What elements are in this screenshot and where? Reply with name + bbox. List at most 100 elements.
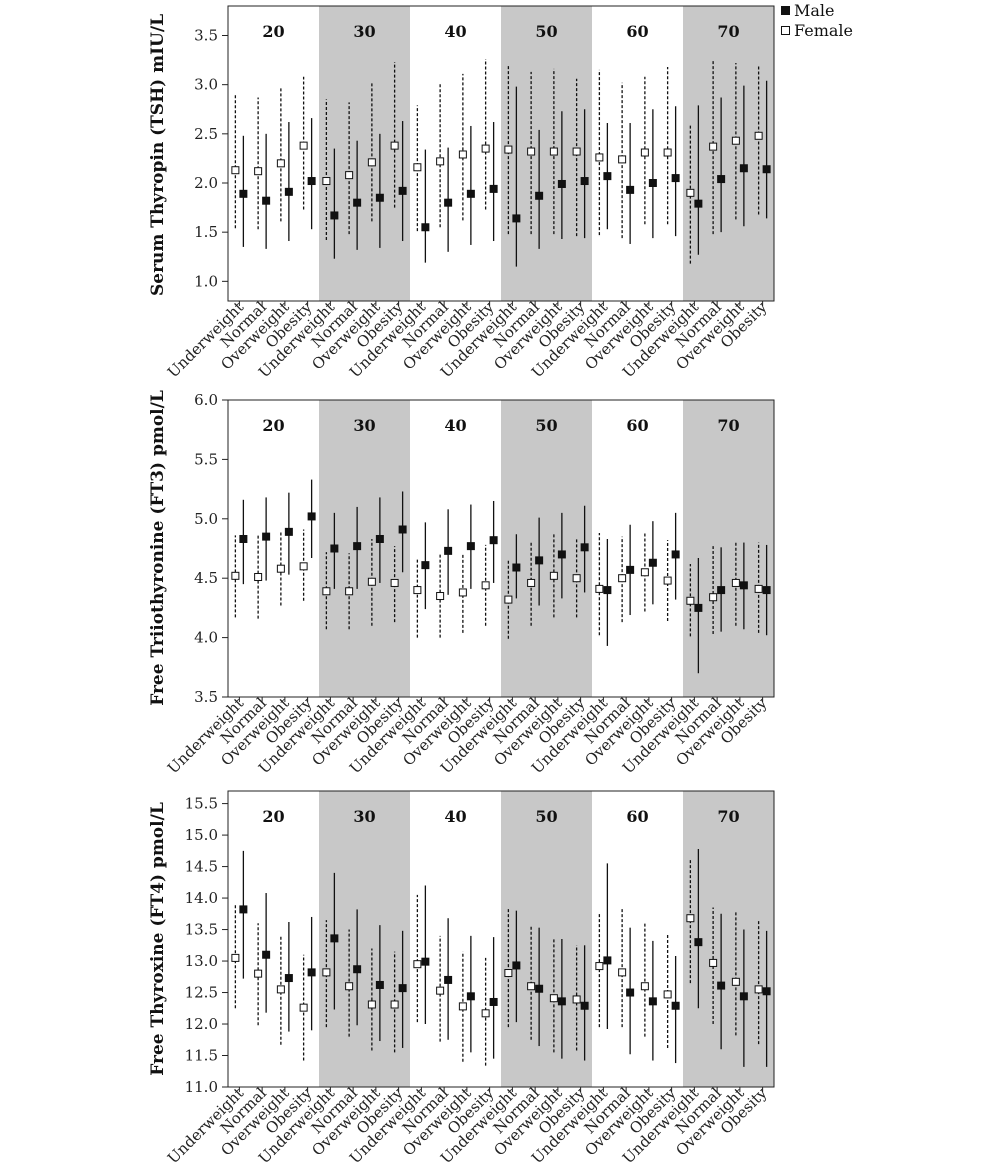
age-band-70	[683, 400, 774, 697]
male-mean-point	[307, 177, 316, 186]
female-mean-point	[686, 596, 695, 605]
plot-frame	[227, 399, 775, 698]
female-mean-point	[527, 982, 536, 991]
age-group-label-70: 70	[717, 807, 739, 826]
y-tick-label: 12.5	[185, 984, 218, 1002]
y-axis-label: Free Thyroxine (FT4) pmol/L	[148, 802, 168, 1076]
male-mean-point	[762, 586, 771, 595]
age-group-label-60: 60	[626, 807, 648, 826]
male-mean-point	[284, 527, 293, 536]
male-mean-point	[580, 1001, 589, 1010]
female-mean-point	[595, 584, 604, 593]
male-mean-point	[466, 992, 475, 1001]
female-mean-point	[686, 188, 695, 197]
male-mean-point	[762, 165, 771, 174]
male-mean-point	[603, 956, 612, 965]
male-mean-point	[739, 992, 748, 1001]
male-mean-point	[580, 543, 589, 552]
male-mean-point	[489, 536, 498, 545]
male-mean-point	[512, 563, 521, 572]
male-mean-point	[307, 968, 316, 977]
male-mean-point	[739, 164, 748, 173]
y-tick-label: 14.0	[185, 889, 218, 907]
female-mean-point	[504, 145, 513, 154]
y-tick-label: 3.0	[194, 76, 218, 94]
male-mean-point	[739, 581, 748, 590]
age-band-70	[683, 6, 774, 301]
female-mean-point	[436, 157, 445, 166]
age-band-40	[410, 6, 501, 301]
male-mean-point	[671, 1001, 680, 1010]
female-mean-point	[390, 578, 399, 587]
female-mean-point	[504, 969, 513, 978]
female-mean-point	[367, 158, 376, 167]
y-tick-label: 3.5	[194, 27, 218, 45]
chart-panel-3: 11.0 11.5 12.0 12.5 13.0 13.5 14.0 14.5 15.0 15.5…	[148, 790, 775, 1164]
y-axis-label: Serum Thyropin (TSH) mIU/L	[148, 14, 168, 296]
male-mean-point	[671, 550, 680, 559]
male-mean-point	[284, 974, 293, 983]
female-mean-point	[436, 986, 445, 995]
age-group-label-30: 30	[353, 22, 375, 41]
female-mean-point	[572, 574, 581, 583]
male-mean-point	[512, 961, 521, 970]
y-tick-label: 1.5	[194, 223, 218, 241]
y-tick-label: 14.5	[185, 858, 218, 876]
male-mean-point	[671, 174, 680, 183]
male-mean-point	[262, 532, 271, 541]
male-mean-point	[444, 198, 453, 207]
male-mean-point	[762, 987, 771, 996]
female-mean-point	[390, 1000, 399, 1009]
y-tick-label: 5.0	[194, 510, 218, 528]
female-mean-point	[367, 577, 376, 586]
female-mean-point	[231, 571, 240, 580]
male-mean-point	[421, 223, 430, 232]
male-mean-point	[626, 565, 635, 574]
legend-female-label: Female	[794, 21, 853, 40]
female-mean-point	[618, 968, 627, 977]
male-mean-point	[648, 179, 657, 187]
female-mean-point	[345, 171, 354, 180]
female-mean-point	[458, 1002, 467, 1011]
legend-female-marker	[781, 26, 790, 35]
female-mean-point	[322, 177, 331, 186]
female-mean-point	[731, 977, 740, 986]
age-group-label-50: 50	[535, 416, 557, 435]
male-mean-point	[239, 189, 248, 198]
age-band-40	[410, 791, 501, 1087]
male-mean-point	[398, 525, 407, 534]
y-tick-label: 3.5	[194, 688, 218, 706]
female-mean-point	[709, 593, 718, 602]
male-mean-point	[375, 193, 384, 202]
female-mean-point	[231, 166, 240, 175]
male-mean-point	[694, 199, 703, 208]
female-mean-point	[663, 576, 672, 585]
female-mean-point	[754, 985, 763, 994]
male-mean-point	[330, 934, 339, 943]
y-tick-label: 2.5	[194, 125, 218, 143]
plot-frame	[227, 790, 775, 1088]
age-band-50	[501, 400, 592, 697]
age-band-60	[592, 400, 683, 697]
chart-panel-2: 3.5 4.0 4.5 5.0 5.5 6.0 Free Triiothyronine (F…	[148, 390, 775, 777]
female-mean-point	[481, 581, 490, 590]
y-tick-label: 2.0	[194, 174, 218, 192]
female-mean-point	[345, 587, 354, 596]
female-mean-point	[709, 142, 718, 151]
plot-frame	[227, 5, 775, 302]
y-tick-label: 11.5	[185, 1047, 218, 1065]
female-mean-point	[640, 982, 649, 991]
male-mean-point	[694, 603, 703, 612]
female-mean-point	[299, 562, 308, 571]
male-mean-point	[603, 172, 612, 181]
female-mean-point	[299, 141, 308, 150]
male-mean-point	[535, 984, 544, 993]
female-mean-point	[640, 148, 649, 157]
female-mean-point	[527, 578, 536, 587]
female-mean-point	[367, 1000, 376, 1009]
male-mean-point	[375, 980, 384, 989]
male-mean-point	[421, 957, 430, 966]
female-mean-point	[276, 159, 285, 168]
female-mean-point	[549, 994, 558, 1003]
male-mean-point	[557, 550, 566, 559]
